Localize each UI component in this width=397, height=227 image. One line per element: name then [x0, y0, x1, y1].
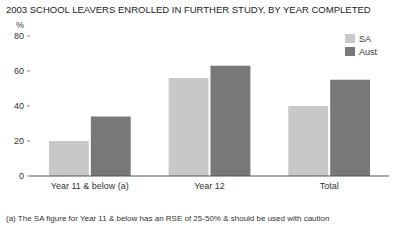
x-tick-label: Year 12 [194, 181, 225, 191]
legend: SA Aust [345, 34, 378, 57]
x-tick-label: Total [320, 181, 339, 191]
x-tick-label: Year 11 & below (a) [51, 181, 129, 191]
bar [288, 106, 328, 176]
y-tick [27, 71, 30, 72]
y-tick [27, 141, 30, 142]
legend-swatch [345, 47, 355, 56]
chart: 2003 SCHOOL LEAVERS ENROLLED IN FURTHER … [0, 0, 397, 227]
y-tick [27, 36, 30, 37]
y-tick-label: 20 [14, 136, 24, 146]
bar [169, 78, 209, 176]
y-tick-label: 40 [14, 101, 24, 111]
bar [91, 117, 131, 177]
y-tick [27, 106, 30, 107]
y-tick-label: 60 [14, 66, 24, 76]
bar [49, 141, 89, 176]
legend-label: Aust [359, 47, 378, 57]
y-tick [27, 176, 30, 177]
y-tick-label: 80 [14, 31, 24, 41]
legend-swatch [345, 34, 355, 43]
title: 2003 SCHOOL LEAVERS ENROLLED IN FURTHER … [6, 4, 371, 15]
y-tick-label: 0 [19, 171, 24, 181]
y-axis-label: % [16, 20, 24, 30]
footnote: (a) The SA figure for Year 11 & below ha… [6, 214, 329, 223]
bar [211, 66, 251, 176]
x-axis-line [30, 176, 389, 177]
bars [49, 66, 370, 176]
legend-label: SA [359, 34, 371, 44]
bar [330, 80, 370, 176]
y-axis: 0 20 40 60 80 [14, 31, 30, 181]
